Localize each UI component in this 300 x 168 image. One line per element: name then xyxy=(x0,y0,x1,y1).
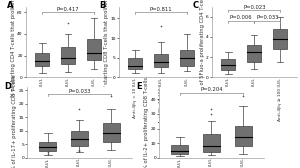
Text: P=0.204: P=0.204 xyxy=(200,87,223,92)
Text: E: E xyxy=(136,82,142,91)
Bar xyxy=(273,29,287,49)
Bar xyxy=(235,126,252,146)
Y-axis label: % of starting CD8 T-cells that proliferated: % of starting CD8 T-cells that prolifera… xyxy=(104,0,109,97)
Bar xyxy=(180,50,194,66)
Text: P=0.006: P=0.006 xyxy=(230,15,253,20)
Text: P=0.811: P=0.811 xyxy=(150,7,172,12)
Bar xyxy=(203,134,220,152)
Text: D: D xyxy=(4,82,11,91)
Text: P=0.023: P=0.023 xyxy=(243,5,266,10)
Y-axis label: % of starting CD4 T-cells that proliferated: % of starting CD4 T-cells that prolifera… xyxy=(11,0,16,97)
Text: P=0.033: P=0.033 xyxy=(256,15,278,20)
Bar xyxy=(221,59,236,70)
Bar xyxy=(87,39,101,60)
Text: B: B xyxy=(100,1,106,10)
Bar xyxy=(103,123,120,142)
Text: P=0.033: P=0.033 xyxy=(68,89,91,94)
Text: A: A xyxy=(7,1,13,10)
Bar xyxy=(171,145,188,154)
Y-axis label: % of IL-2+ proliferating CD8 T-cells: % of IL-2+ proliferating CD8 T-cells xyxy=(144,77,149,168)
Y-axis label: % of IL-17+ proliferating CD8 T-cells: % of IL-17+ proliferating CD8 T-cells xyxy=(12,75,17,168)
Bar xyxy=(39,142,56,151)
Bar xyxy=(247,45,261,62)
Y-axis label: % of 5Fluo-a proliferating CD4 T-cells: % of 5Fluo-a proliferating CD4 T-cells xyxy=(200,0,205,91)
Bar xyxy=(35,53,50,66)
Text: C: C xyxy=(193,1,199,10)
Bar xyxy=(61,47,75,64)
Bar xyxy=(128,58,142,69)
Text: P=0.417: P=0.417 xyxy=(57,7,80,12)
Bar xyxy=(154,54,168,68)
Bar xyxy=(71,131,88,146)
